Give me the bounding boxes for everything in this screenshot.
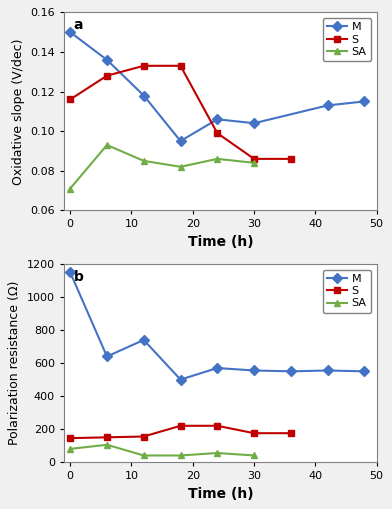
- SA: [178, 164, 183, 170]
- S: [105, 434, 109, 440]
- S: [105, 73, 109, 79]
- SA: [68, 185, 73, 191]
- Y-axis label: Polarization resistance (Ω): Polarization resistance (Ω): [8, 281, 21, 445]
- SA: [142, 158, 146, 164]
- S: [215, 422, 220, 429]
- M: [68, 29, 73, 35]
- S: [289, 430, 293, 436]
- Line: M: M: [67, 269, 368, 383]
- SA: [215, 156, 220, 162]
- S: [178, 422, 183, 429]
- S: [142, 434, 146, 440]
- M: [142, 337, 146, 343]
- M: [252, 120, 256, 126]
- X-axis label: Time (h): Time (h): [187, 487, 253, 501]
- Y-axis label: Oxidative slope (V/dec): Oxidative slope (V/dec): [12, 38, 25, 185]
- M: [68, 269, 73, 275]
- Text: b: b: [73, 270, 83, 284]
- M: [215, 116, 220, 122]
- S: [178, 63, 183, 69]
- SA: [105, 142, 109, 148]
- M: [252, 367, 256, 374]
- S: [215, 130, 220, 136]
- SA: [178, 453, 183, 459]
- SA: [252, 453, 256, 459]
- SA: [252, 160, 256, 166]
- M: [325, 367, 330, 374]
- S: [252, 430, 256, 436]
- Line: M: M: [67, 29, 368, 145]
- SA: [215, 450, 220, 456]
- M: [215, 365, 220, 371]
- M: [178, 377, 183, 383]
- Line: S: S: [67, 422, 294, 442]
- S: [68, 96, 73, 102]
- SA: [142, 453, 146, 459]
- S: [289, 156, 293, 162]
- Legend: M, S, SA: M, S, SA: [323, 270, 371, 313]
- S: [68, 435, 73, 441]
- Line: SA: SA: [67, 142, 258, 192]
- M: [142, 93, 146, 99]
- Text: a: a: [73, 18, 83, 32]
- M: [362, 369, 367, 375]
- SA: [105, 442, 109, 448]
- Line: SA: SA: [67, 441, 258, 459]
- Line: S: S: [67, 62, 294, 162]
- SA: [68, 446, 73, 452]
- X-axis label: Time (h): Time (h): [187, 235, 253, 249]
- S: [142, 63, 146, 69]
- M: [325, 102, 330, 108]
- M: [105, 57, 109, 63]
- M: [289, 369, 293, 375]
- M: [178, 138, 183, 144]
- M: [362, 98, 367, 104]
- M: [105, 353, 109, 359]
- S: [252, 156, 256, 162]
- Legend: M, S, SA: M, S, SA: [323, 18, 371, 61]
